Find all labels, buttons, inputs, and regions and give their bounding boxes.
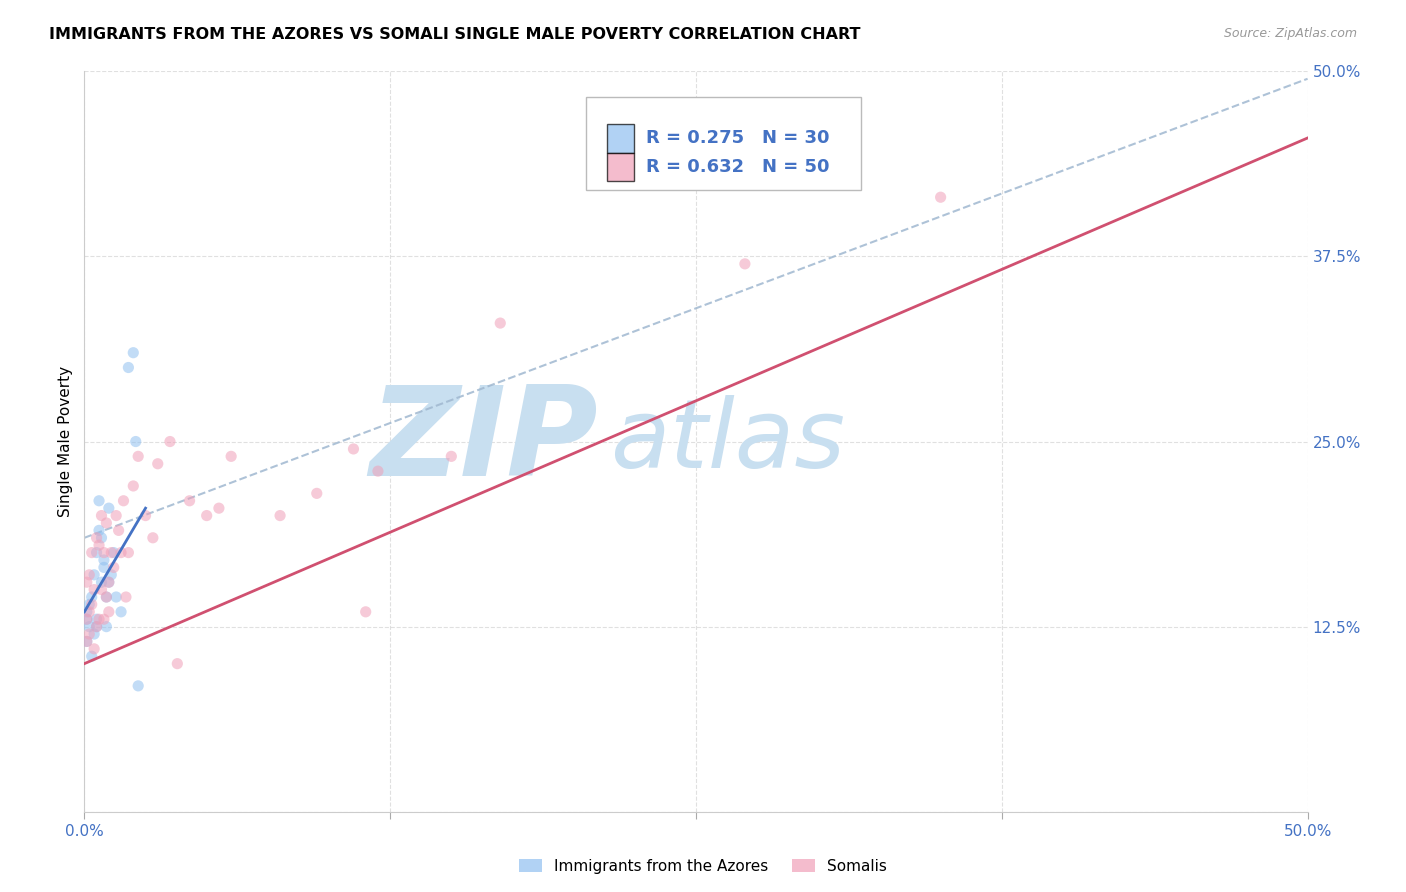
Point bbox=[90, 531, 112, 545]
Point bbox=[269, 508, 291, 523]
Point bbox=[77, 605, 100, 619]
Point bbox=[122, 345, 145, 359]
Point bbox=[142, 531, 165, 545]
Point bbox=[77, 567, 100, 582]
Point bbox=[86, 531, 108, 545]
Point bbox=[117, 360, 139, 375]
Text: R = 0.632: R = 0.632 bbox=[645, 159, 744, 177]
Point bbox=[219, 450, 242, 464]
Point bbox=[100, 567, 122, 582]
FancyBboxPatch shape bbox=[606, 153, 634, 181]
Point bbox=[122, 479, 145, 493]
Point bbox=[80, 598, 103, 612]
Point bbox=[97, 605, 120, 619]
Point bbox=[115, 590, 138, 604]
Point bbox=[159, 434, 181, 449]
Point bbox=[734, 257, 756, 271]
Point bbox=[354, 605, 377, 619]
Point bbox=[97, 575, 120, 590]
FancyBboxPatch shape bbox=[606, 124, 634, 153]
Point bbox=[103, 546, 125, 560]
Text: Source: ZipAtlas.com: Source: ZipAtlas.com bbox=[1223, 27, 1357, 40]
Point bbox=[90, 582, 112, 597]
Point bbox=[86, 546, 108, 560]
Point bbox=[83, 641, 105, 656]
Point bbox=[107, 524, 129, 538]
Point bbox=[100, 546, 122, 560]
Point bbox=[305, 486, 328, 500]
Text: ZIP: ZIP bbox=[370, 381, 598, 502]
Text: N = 50: N = 50 bbox=[762, 159, 830, 177]
Point bbox=[195, 508, 218, 523]
Point bbox=[87, 612, 110, 626]
Point bbox=[80, 546, 103, 560]
Y-axis label: Single Male Poverty: Single Male Poverty bbox=[58, 366, 73, 517]
Point bbox=[87, 524, 110, 538]
Point bbox=[105, 508, 128, 523]
Point bbox=[83, 627, 105, 641]
Point bbox=[93, 546, 115, 560]
Point bbox=[93, 612, 115, 626]
Point bbox=[80, 649, 103, 664]
Point bbox=[125, 434, 148, 449]
Point bbox=[87, 493, 110, 508]
Point bbox=[127, 679, 149, 693]
Point bbox=[87, 538, 110, 552]
Point bbox=[76, 612, 98, 626]
Point bbox=[117, 546, 139, 560]
Text: IMMIGRANTS FROM THE AZORES VS SOMALI SINGLE MALE POVERTY CORRELATION CHART: IMMIGRANTS FROM THE AZORES VS SOMALI SIN… bbox=[49, 27, 860, 42]
Legend: Immigrants from the Azores, Somalis: Immigrants from the Azores, Somalis bbox=[513, 853, 893, 880]
Point bbox=[179, 493, 201, 508]
Point bbox=[76, 612, 98, 626]
Point bbox=[76, 634, 98, 648]
Point bbox=[97, 501, 120, 516]
Point bbox=[86, 619, 108, 633]
Point bbox=[83, 582, 105, 597]
Text: R = 0.275: R = 0.275 bbox=[645, 129, 744, 147]
Point bbox=[96, 590, 118, 604]
Point bbox=[367, 464, 389, 478]
Point bbox=[103, 560, 125, 574]
Point bbox=[135, 508, 157, 523]
Point bbox=[77, 598, 100, 612]
Text: N = 30: N = 30 bbox=[762, 129, 830, 147]
Point bbox=[166, 657, 188, 671]
Point bbox=[86, 619, 108, 633]
Point bbox=[489, 316, 512, 330]
Point bbox=[96, 590, 118, 604]
Point bbox=[112, 493, 135, 508]
Point bbox=[76, 605, 98, 619]
Text: atlas: atlas bbox=[610, 395, 845, 488]
Point bbox=[146, 457, 169, 471]
Point bbox=[77, 627, 100, 641]
Point bbox=[110, 605, 132, 619]
Point bbox=[97, 575, 120, 590]
Point bbox=[929, 190, 952, 204]
Point bbox=[440, 450, 463, 464]
Point bbox=[80, 590, 103, 604]
FancyBboxPatch shape bbox=[586, 97, 860, 190]
Point bbox=[127, 450, 149, 464]
Point bbox=[208, 501, 231, 516]
Point bbox=[90, 575, 112, 590]
Point bbox=[110, 546, 132, 560]
Point bbox=[76, 634, 98, 648]
Point bbox=[77, 619, 100, 633]
Point bbox=[96, 516, 118, 530]
Point bbox=[342, 442, 364, 456]
Point bbox=[105, 590, 128, 604]
Point bbox=[93, 553, 115, 567]
Point bbox=[96, 619, 118, 633]
Point bbox=[76, 575, 98, 590]
Point bbox=[90, 508, 112, 523]
Point bbox=[93, 560, 115, 574]
Point bbox=[83, 567, 105, 582]
Point bbox=[86, 612, 108, 626]
